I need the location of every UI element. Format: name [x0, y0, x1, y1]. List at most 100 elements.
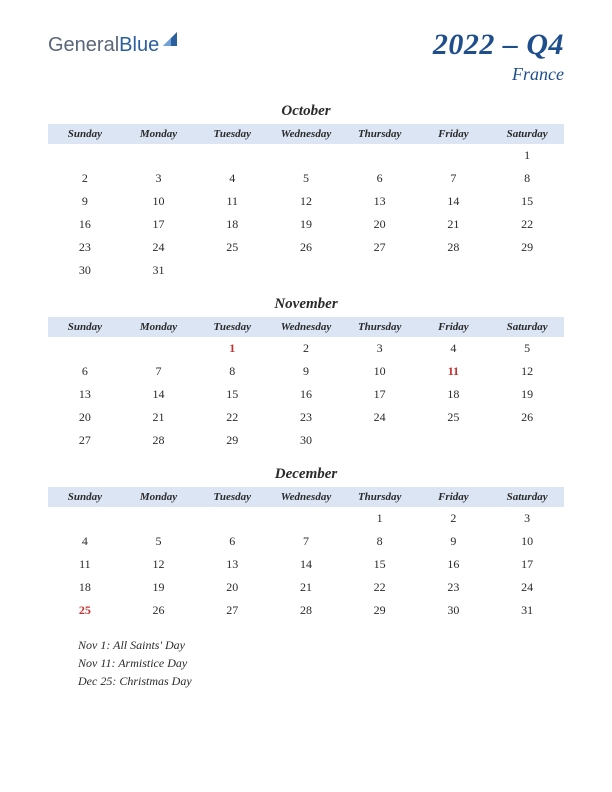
logo: GeneralBlue [48, 34, 179, 57]
calendar-day-cell: 28 [417, 236, 491, 259]
calendar-day-cell: 15 [195, 383, 269, 406]
day-header: Friday [417, 317, 491, 337]
logo-text-general: General [48, 34, 119, 57]
calendar-day-cell: 4 [48, 530, 122, 553]
calendar-day-cell: 1 [343, 507, 417, 530]
calendar-week-row: 2345678 [48, 167, 564, 190]
calendar-day-cell: 30 [48, 259, 122, 282]
day-header: Sunday [48, 487, 122, 507]
calendar-day-cell: 17 [490, 553, 564, 576]
calendar-day-cell: 20 [195, 576, 269, 599]
calendar-day-cell: 2 [48, 167, 122, 190]
calendar-day-cell: 21 [269, 576, 343, 599]
calendar-day-cell: 19 [490, 383, 564, 406]
calendar-day-cell: 10 [490, 530, 564, 553]
logo-triangle-icon [161, 30, 179, 54]
calendar-day-cell [122, 507, 196, 530]
day-header: Monday [122, 317, 196, 337]
calendar-day-cell: 11 [195, 190, 269, 213]
calendar-day-cell: 14 [269, 553, 343, 576]
day-header: Sunday [48, 124, 122, 144]
calendar-day-cell: 8 [490, 167, 564, 190]
calendar-day-cell [343, 144, 417, 167]
day-header: Tuesday [195, 124, 269, 144]
calendar-week-row: 3031 [48, 259, 564, 282]
day-header: Friday [417, 124, 491, 144]
calendar-day-cell: 24 [122, 236, 196, 259]
calendar-day-cell: 17 [343, 383, 417, 406]
calendar-table: SundayMondayTuesdayWednesdayThursdayFrid… [48, 124, 564, 282]
calendar-day-cell: 23 [417, 576, 491, 599]
day-header: Thursday [343, 487, 417, 507]
calendar-week-row: 45678910 [48, 530, 564, 553]
calendar-day-cell [269, 259, 343, 282]
day-header: Sunday [48, 317, 122, 337]
calendar-day-cell: 9 [417, 530, 491, 553]
calendar-day-cell [122, 337, 196, 360]
calendar-day-cell: 31 [122, 259, 196, 282]
calendar-day-cell: 29 [343, 599, 417, 622]
calendar-week-row: 20212223242526 [48, 406, 564, 429]
day-header: Wednesday [269, 487, 343, 507]
quarter-title: 2022 – Q4 [433, 28, 564, 62]
calendar-day-cell: 18 [195, 213, 269, 236]
calendar-day-cell: 27 [195, 599, 269, 622]
calendar-day-cell: 14 [122, 383, 196, 406]
calendar-day-cell: 13 [195, 553, 269, 576]
month-name: October [48, 103, 564, 120]
holiday-entry: Nov 11: Armistice Day [78, 654, 564, 672]
month-block: NovemberSundayMondayTuesdayWednesdayThur… [48, 296, 564, 452]
calendar-day-cell [417, 259, 491, 282]
calendar-week-row: 123 [48, 507, 564, 530]
calendar-day-cell [343, 429, 417, 452]
calendar-day-cell: 6 [343, 167, 417, 190]
calendar-day-cell: 5 [122, 530, 196, 553]
day-header: Tuesday [195, 317, 269, 337]
calendar-week-row: 16171819202122 [48, 213, 564, 236]
calendar-day-cell: 29 [490, 236, 564, 259]
calendar-day-cell [269, 507, 343, 530]
calendar-week-row: 23242526272829 [48, 236, 564, 259]
calendar-day-cell: 12 [269, 190, 343, 213]
calendar-day-cell: 12 [490, 360, 564, 383]
calendar-day-cell: 3 [122, 167, 196, 190]
calendar-day-cell: 15 [490, 190, 564, 213]
calendar-week-row: 25262728293031 [48, 599, 564, 622]
calendar-day-cell: 21 [417, 213, 491, 236]
calendar-day-cell: 3 [343, 337, 417, 360]
calendar-day-cell: 25 [48, 599, 122, 622]
calendar-day-cell: 6 [48, 360, 122, 383]
calendar-day-cell: 4 [195, 167, 269, 190]
month-block: October SundayMondayTuesdayWednesdayThurs… [48, 103, 564, 282]
calendar-day-cell: 12 [122, 553, 196, 576]
calendar-day-cell: 2 [417, 507, 491, 530]
calendar-day-cell: 11 [48, 553, 122, 576]
calendar-day-cell [48, 337, 122, 360]
calendar-week-row: 1 [48, 144, 564, 167]
holiday-entry: Nov 1: All Saints' Day [78, 636, 564, 654]
month-name: December [48, 466, 564, 483]
calendar-day-cell: 3 [490, 507, 564, 530]
holiday-entry: Dec 25: Christmas Day [78, 672, 564, 690]
calendar-day-cell [48, 144, 122, 167]
month-name: November [48, 296, 564, 313]
calendar-day-cell: 19 [269, 213, 343, 236]
calendar-day-cell [417, 144, 491, 167]
month-block: December SundayMondayTuesdayWednesdayThur… [48, 466, 564, 622]
calendar-day-cell: 30 [269, 429, 343, 452]
calendar-day-cell: 23 [48, 236, 122, 259]
calendar-day-cell: 11 [417, 360, 491, 383]
title-block: 2022 – Q4 France [433, 28, 564, 85]
calendar-day-cell: 18 [417, 383, 491, 406]
calendar-week-row: 9101112131415 [48, 190, 564, 213]
calendar-table: SundayMondayTuesdayWednesdayThursdayFrid… [48, 487, 564, 622]
day-header: Monday [122, 124, 196, 144]
calendar-day-cell: 1 [490, 144, 564, 167]
calendar-day-cell: 25 [417, 406, 491, 429]
calendar-day-cell: 16 [269, 383, 343, 406]
calendar-day-cell: 27 [343, 236, 417, 259]
holiday-list: Nov 1: All Saints' DayNov 11: Armistice … [48, 636, 564, 690]
calendar-day-cell [269, 144, 343, 167]
calendar-day-cell: 20 [48, 406, 122, 429]
calendar-day-cell: 13 [48, 383, 122, 406]
